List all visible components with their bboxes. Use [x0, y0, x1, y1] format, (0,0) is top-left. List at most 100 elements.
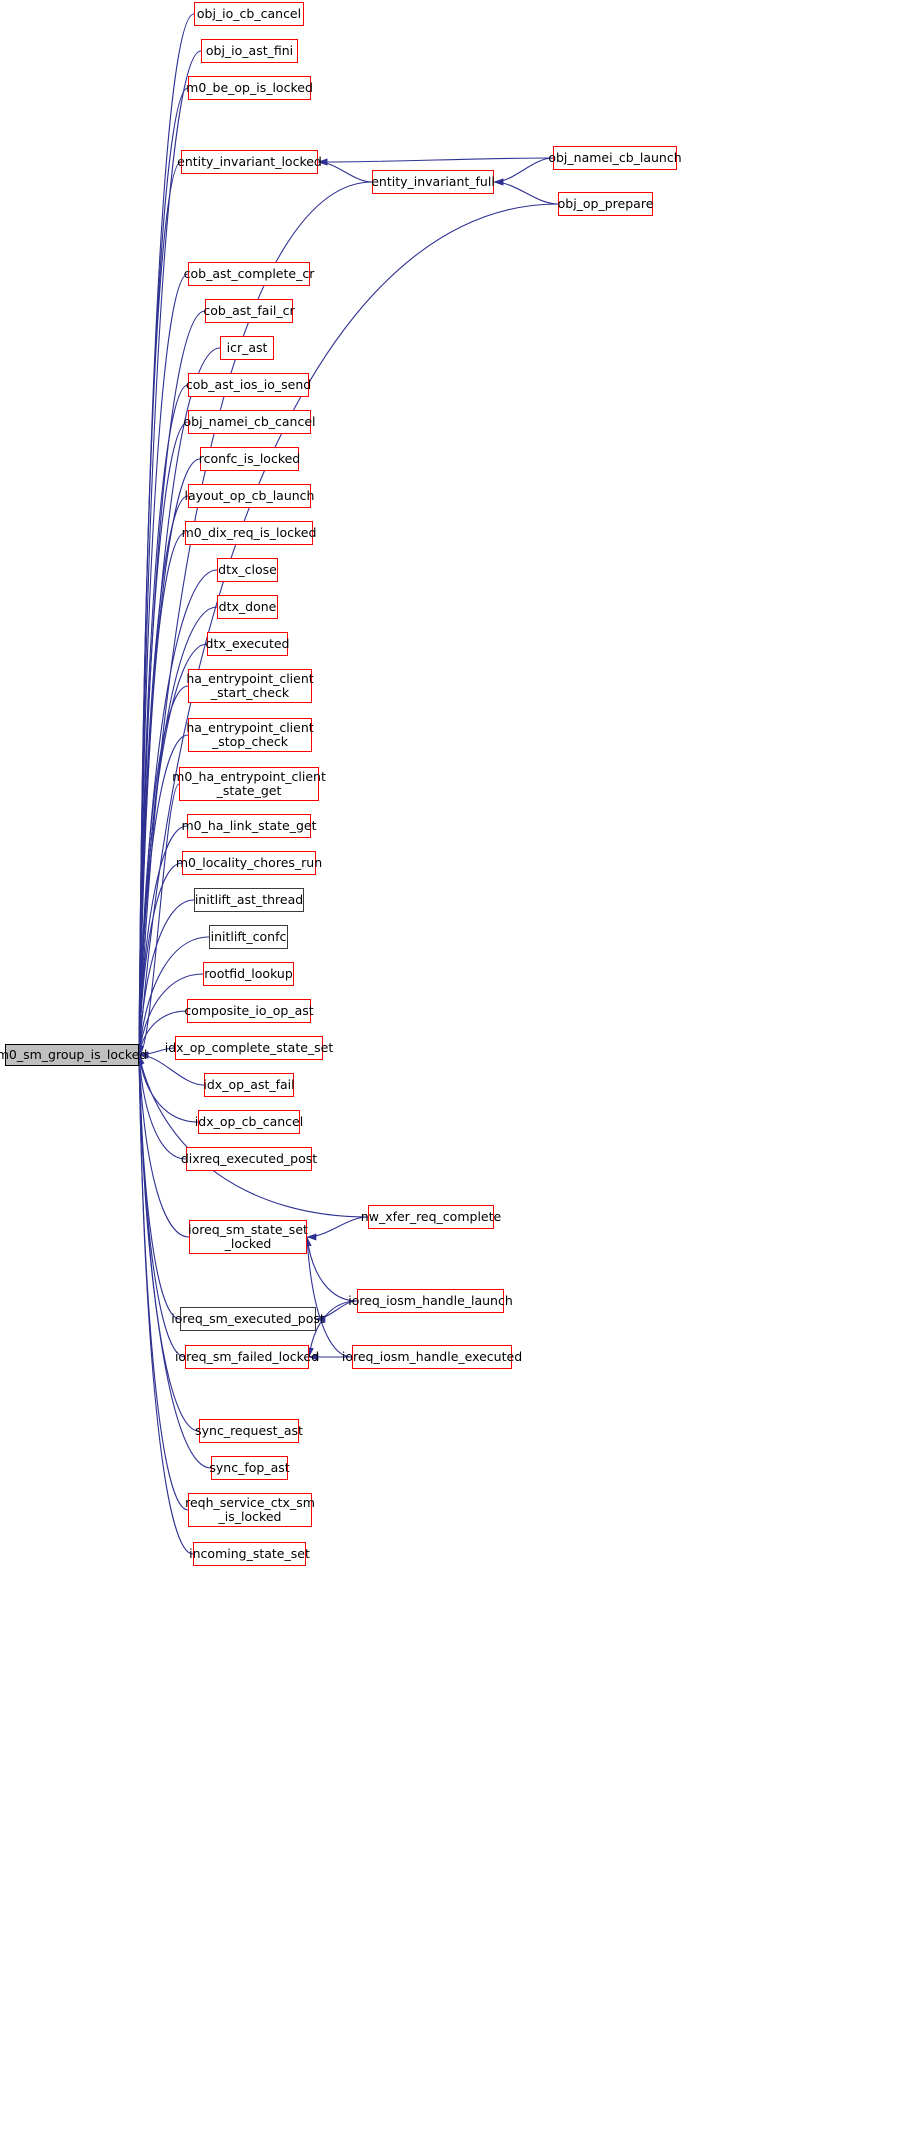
graph-edge [136, 936, 210, 1056]
graph-node[interactable]: rootfid_lookup [203, 962, 294, 986]
graph-node[interactable]: nw_xfer_req_complete [361, 1205, 501, 1229]
node-label: dtx_done [218, 599, 277, 614]
node-label: entity_invariant_full [371, 174, 495, 189]
graph-node[interactable]: m0_ha_link_state_get [182, 814, 317, 838]
node-label: ioreq_iosm_handle_executed [341, 1349, 523, 1364]
graph-edge [306, 1216, 369, 1241]
graph-edge [136, 1054, 187, 1160]
node-label: m0_dix_req_is_locked [181, 525, 317, 540]
graph-node[interactable]: obj_io_ast_fini [201, 39, 298, 63]
graph-node[interactable]: idx_op_complete_state_set [165, 1036, 333, 1060]
node-label: sync_request_ast [195, 1423, 303, 1438]
graph-edge [136, 203, 559, 1056]
node-label: idx_op_complete_state_set [164, 1040, 334, 1055]
node-label: composite_io_op_ast [184, 1003, 314, 1018]
graph-node[interactable]: m0_locality_chores_run [176, 851, 322, 875]
node-label: initlift_ast_thread [194, 892, 304, 907]
node-label: entity_invariant_locked [177, 154, 322, 169]
node-label: ha_entrypoint_client _start_check [186, 671, 314, 700]
node-label: ioreq_sm_failed_locked [174, 1349, 320, 1364]
graph-node[interactable]: incoming_state_set [189, 1542, 310, 1566]
graph-edge [135, 1054, 190, 1238]
graph-node[interactable]: ioreq_sm_state_set _locked [188, 1220, 308, 1254]
focus-node[interactable]: m0_sm_group_is_locked [0, 1044, 147, 1066]
node-label: dixreq_executed_post [180, 1151, 318, 1166]
graph-node[interactable]: cob_ast_ios_io_send [185, 373, 312, 397]
graph-edge [135, 862, 183, 1056]
graph-node[interactable]: ha_entrypoint_client _stop_check [186, 718, 314, 752]
graph-node[interactable]: initlift_confc [209, 925, 288, 949]
node-label: initlift_confc [210, 929, 287, 944]
graph-node[interactable]: dixreq_executed_post [181, 1147, 317, 1171]
graph-node[interactable]: composite_io_op_ast [184, 999, 314, 1023]
node-label: m0_sm_group_is_locked [0, 1047, 148, 1062]
graph-edge [306, 1300, 358, 1358]
graph-edge [136, 973, 204, 1056]
node-label: obj_op_prepare [557, 196, 654, 211]
graph-node[interactable]: ha_entrypoint_client _start_check [186, 669, 314, 703]
graph-node[interactable]: m0_dix_req_is_locked [182, 521, 316, 545]
graph-edge [138, 783, 180, 1059]
graph-node[interactable]: idx_op_cb_cancel [194, 1110, 304, 1134]
graph-edge [304, 1236, 358, 1302]
node-label: layout_op_cb_launch [184, 488, 315, 503]
graph-node[interactable]: ioreq_iosm_handle_launch [348, 1289, 513, 1313]
graph-node[interactable]: obj_namei_cb_launch [548, 146, 682, 170]
graph-edge [138, 1047, 176, 1059]
node-label: idx_op_ast_fail [203, 1077, 295, 1092]
node-label: cob_ast_ios_io_send [185, 377, 312, 392]
graph-node[interactable]: initlift_ast_thread [194, 888, 304, 912]
graph-edge [136, 899, 195, 1056]
graph-node[interactable]: entity_invariant_full [371, 170, 495, 194]
graph-node[interactable]: rconfc_is_locked [198, 447, 301, 471]
graph-node[interactable]: obj_io_cb_cancel [194, 2, 304, 26]
node-label: obj_namei_cb_launch [548, 150, 682, 165]
node-label: m0_ha_entrypoint_client _state_get [172, 769, 326, 798]
graph-node[interactable]: dtx_executed [205, 632, 290, 656]
node-label: cob_ast_complete_cr [183, 266, 315, 281]
graph-node[interactable]: ioreq_sm_executed_post [171, 1307, 325, 1331]
graph-node[interactable]: obj_op_prepare [558, 192, 653, 216]
graph-edge [136, 1054, 199, 1123]
node-label: obj_io_ast_fini [205, 43, 294, 58]
graph-node[interactable]: sync_fop_ast [209, 1456, 290, 1480]
graph-edge [137, 1010, 188, 1056]
node-label: ioreq_iosm_handle_launch [348, 1293, 513, 1308]
node-label: dtx_executed [205, 636, 290, 651]
node-label: icr_ast [226, 340, 268, 355]
graph-node[interactable]: dtx_done [217, 595, 278, 619]
graph-edge [138, 1051, 205, 1086]
graph-node[interactable]: cob_ast_fail_cr [203, 299, 295, 323]
node-label: rconfc_is_locked [198, 451, 301, 466]
graph-edge [135, 50, 202, 1056]
node-label: m0_be_op_is_locked [186, 80, 313, 95]
graph-edge [304, 1236, 353, 1358]
graph-edge [135, 1054, 212, 1469]
graph-node[interactable]: dtx_close [217, 558, 278, 582]
graph-edge [135, 161, 182, 1056]
graph-node[interactable]: icr_ast [220, 336, 274, 360]
graph-node[interactable]: m0_ha_entrypoint_client _state_get [172, 767, 326, 801]
node-label: rootfid_lookup [204, 966, 293, 981]
graph-node[interactable]: obj_namei_cb_cancel [183, 410, 316, 434]
graph-node[interactable]: cob_ast_complete_cr [184, 262, 314, 286]
graph-node[interactable]: m0_be_op_is_locked [186, 76, 313, 100]
graph-node[interactable]: reqh_service_ctx_sm _is_locked [185, 1493, 315, 1527]
graph-edge [317, 158, 373, 183]
node-label: nw_xfer_req_complete [360, 1209, 502, 1224]
node-label: ioreq_sm_executed_post [171, 1311, 325, 1326]
node-label: idx_op_cb_cancel [194, 1114, 304, 1129]
graph-edge [137, 1054, 369, 1218]
graph-node[interactable]: layout_op_cb_launch [185, 484, 314, 508]
graph-edge [493, 157, 554, 186]
graph-node[interactable]: entity_invariant_locked [177, 150, 322, 174]
graph-edge [493, 178, 559, 205]
node-label: cob_ast_fail_cr [203, 303, 295, 318]
graph-node[interactable]: ioreq_iosm_handle_executed [342, 1345, 522, 1369]
graph-edge [135, 734, 189, 1056]
node-label: ioreq_sm_state_set _locked [188, 1222, 308, 1251]
graph-node[interactable]: idx_op_ast_fail [203, 1073, 295, 1097]
graph-node[interactable]: sync_request_ast [195, 1419, 303, 1443]
graph-node[interactable]: ioreq_sm_failed_locked [175, 1345, 319, 1369]
